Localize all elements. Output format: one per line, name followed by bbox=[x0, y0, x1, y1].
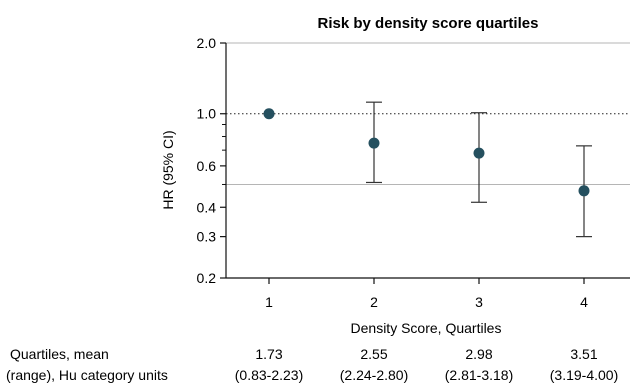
table-range-4: (3.19-4.00) bbox=[550, 367, 618, 383]
y-tick-label: 0.2 bbox=[197, 270, 217, 286]
x-tick-label: 3 bbox=[475, 294, 483, 310]
hr-point-2 bbox=[368, 137, 380, 149]
table-row-label-1: Quartiles, mean bbox=[10, 346, 109, 362]
axes bbox=[220, 42, 630, 284]
y-tick-label: 1.0 bbox=[197, 106, 217, 122]
table-mean-1: 1.73 bbox=[255, 346, 282, 362]
table-mean-2: 2.55 bbox=[360, 346, 387, 362]
hr-point-4 bbox=[578, 185, 590, 197]
tick-labels: 2.0 1.0 0.6 0.4 0.3 0.2 1 2 3 4 bbox=[197, 35, 589, 310]
table-row-label-2: (range), Hu category units bbox=[6, 367, 168, 383]
table-mean-3: 2.98 bbox=[465, 346, 492, 362]
x-tick-label: 2 bbox=[370, 294, 378, 310]
y-axis-title: HR (95% CI) bbox=[160, 130, 176, 209]
x-tick-label: 1 bbox=[265, 294, 273, 310]
y-tick-label: 0.4 bbox=[197, 199, 217, 215]
x-axis-title: Density Score, Quartiles bbox=[351, 320, 502, 336]
y-tick-label: 0.3 bbox=[197, 229, 217, 245]
data-marks bbox=[263, 101, 592, 238]
quartile-table: Quartiles, mean (range), Hu category uni… bbox=[6, 346, 618, 383]
table-range-2: (2.24-2.80) bbox=[340, 367, 408, 383]
table-range-1: (0.83-2.23) bbox=[235, 367, 303, 383]
y-tick-label: 2.0 bbox=[197, 35, 217, 51]
chart-title: Risk by density score quartiles bbox=[318, 15, 539, 32]
table-mean-4: 3.51 bbox=[570, 346, 597, 362]
table-range-3: (2.81-3.18) bbox=[445, 367, 513, 383]
y-tick-label: 0.6 bbox=[197, 158, 217, 174]
hr-point-3 bbox=[473, 147, 485, 159]
reference-lines bbox=[226, 42, 630, 185]
hr-point-1 bbox=[263, 108, 275, 120]
x-tick-label: 4 bbox=[580, 294, 588, 310]
